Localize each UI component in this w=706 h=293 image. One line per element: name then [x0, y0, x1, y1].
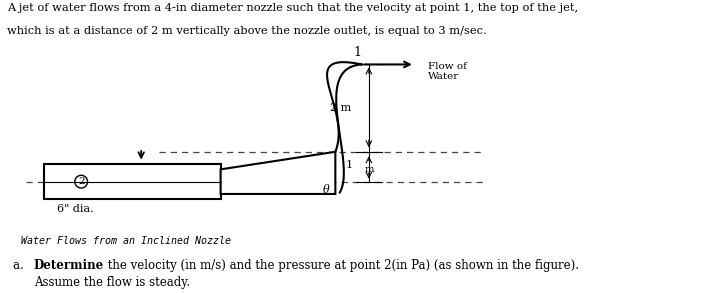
Text: 1: 1	[354, 46, 361, 59]
Text: which is at a distance of 2 m vertically above the nozzle outlet, is equal to 3 : which is at a distance of 2 m vertically…	[7, 26, 487, 36]
Text: 1: 1	[346, 160, 353, 170]
Text: A jet of water flows from a 4-in diameter nozzle such that the velocity at point: A jet of water flows from a 4-in diamete…	[7, 3, 578, 13]
Text: θ: θ	[323, 185, 330, 195]
Text: the velocity (in m/s) and the pressure at point 2(in Pa) (as shown in the figure: the velocity (in m/s) and the pressure a…	[104, 259, 580, 272]
Text: 6" dia.: 6" dia.	[57, 204, 94, 214]
Text: Determine: Determine	[34, 259, 104, 272]
Bar	[44, 164, 220, 199]
Text: 2 m: 2 m	[330, 103, 351, 113]
Text: 2: 2	[78, 177, 85, 186]
Text: Water Flows from an Inclined Nozzle: Water Flows from an Inclined Nozzle	[21, 236, 231, 246]
Polygon shape	[220, 152, 335, 194]
Text: Flow of
Water: Flow of Water	[428, 62, 467, 81]
Text: m: m	[364, 165, 374, 174]
Text: Assume the flow is steady.: Assume the flow is steady.	[34, 276, 190, 289]
Text: a.: a.	[13, 259, 28, 272]
